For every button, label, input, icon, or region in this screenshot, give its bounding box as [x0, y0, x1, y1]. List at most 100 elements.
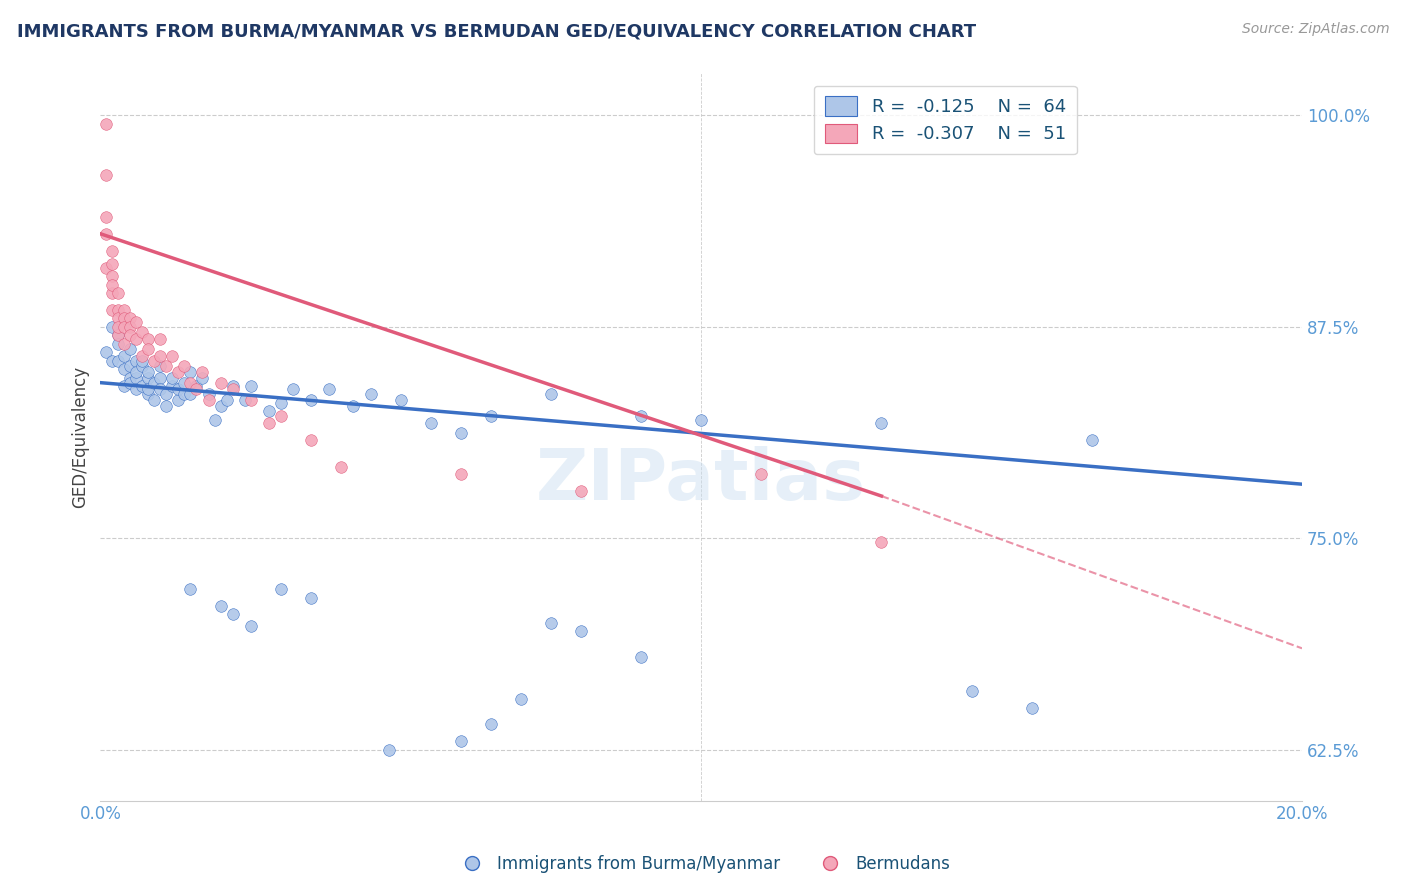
Point — [215, 392, 238, 407]
Point — [101, 353, 124, 368]
Point — [138, 383, 160, 397]
Point — [209, 376, 232, 390]
Legend: Immigrants from Burma/Myanmar, Bermudans: Immigrants from Burma/Myanmar, Bermudans — [449, 848, 957, 880]
Point — [690, 413, 713, 427]
Point — [540, 615, 562, 630]
Point — [101, 257, 124, 271]
Point — [125, 315, 148, 329]
Point — [450, 426, 472, 441]
Point — [155, 359, 177, 373]
Point — [125, 332, 148, 346]
Point — [131, 359, 153, 373]
Point — [155, 387, 177, 401]
Point — [107, 302, 129, 317]
Point — [450, 467, 472, 481]
Point — [155, 400, 177, 414]
Point — [96, 260, 118, 275]
Point — [120, 342, 142, 356]
Point — [179, 582, 201, 596]
Point — [167, 392, 190, 407]
Point — [101, 319, 124, 334]
Point — [149, 370, 172, 384]
Point — [162, 370, 184, 384]
Point — [107, 328, 129, 343]
Point — [299, 433, 322, 447]
Point — [221, 383, 243, 397]
Point — [138, 370, 160, 384]
Point — [191, 366, 214, 380]
Point — [191, 370, 214, 384]
Point — [173, 359, 195, 373]
Point — [329, 460, 352, 475]
Point — [149, 383, 172, 397]
Point — [143, 392, 166, 407]
Point — [112, 311, 135, 326]
Point — [131, 379, 153, 393]
Point — [270, 409, 292, 424]
Point — [112, 302, 135, 317]
Point — [107, 353, 129, 368]
Point — [112, 362, 135, 376]
Point — [239, 392, 262, 407]
Point — [96, 345, 118, 359]
Point — [120, 311, 142, 326]
Point — [125, 383, 148, 397]
Point — [143, 353, 166, 368]
Point — [209, 400, 232, 414]
Point — [197, 387, 219, 401]
Point — [360, 387, 382, 401]
Point — [112, 349, 135, 363]
Point — [167, 383, 190, 397]
Point — [112, 379, 135, 393]
Point — [107, 319, 129, 334]
Point — [107, 328, 129, 343]
Point — [479, 717, 502, 731]
Point — [125, 353, 148, 368]
Point — [257, 417, 280, 431]
Point — [479, 409, 502, 424]
Point — [749, 467, 772, 481]
Point — [419, 417, 441, 431]
Point — [138, 387, 160, 401]
Point — [101, 285, 124, 300]
Point — [101, 268, 124, 283]
Text: Source: ZipAtlas.com: Source: ZipAtlas.com — [1241, 22, 1389, 37]
Point — [1080, 433, 1102, 447]
Point — [318, 383, 340, 397]
Point — [173, 387, 195, 401]
Point — [389, 392, 412, 407]
Point — [204, 413, 226, 427]
Point — [179, 366, 201, 380]
Point — [270, 582, 292, 596]
Point — [179, 376, 201, 390]
Point — [569, 624, 592, 639]
Point — [138, 366, 160, 380]
Point — [257, 404, 280, 418]
Point — [299, 392, 322, 407]
Point — [377, 743, 399, 757]
Point — [120, 376, 142, 390]
Point — [120, 370, 142, 384]
Point — [131, 349, 153, 363]
Legend: R =  -0.125    N =  64, R =  -0.307    N =  51: R = -0.125 N = 64, R = -0.307 N = 51 — [814, 86, 1077, 154]
Point — [569, 483, 592, 498]
Point — [1021, 700, 1043, 714]
Point — [96, 227, 118, 241]
Point — [450, 734, 472, 748]
Point — [209, 599, 232, 613]
Point — [197, 392, 219, 407]
Point — [120, 359, 142, 373]
Point — [221, 607, 243, 622]
Point — [112, 336, 135, 351]
Point — [149, 332, 172, 346]
Point — [131, 353, 153, 368]
Point — [342, 400, 364, 414]
Point — [540, 387, 562, 401]
Point — [221, 379, 243, 393]
Point — [870, 417, 893, 431]
Point — [101, 302, 124, 317]
Y-axis label: GED/Equivalency: GED/Equivalency — [72, 366, 89, 508]
Point — [107, 311, 129, 326]
Point — [138, 332, 160, 346]
Point — [112, 319, 135, 334]
